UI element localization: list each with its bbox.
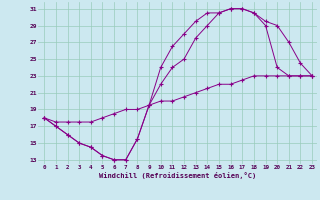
X-axis label: Windchill (Refroidissement éolien,°C): Windchill (Refroidissement éolien,°C) <box>99 172 256 179</box>
